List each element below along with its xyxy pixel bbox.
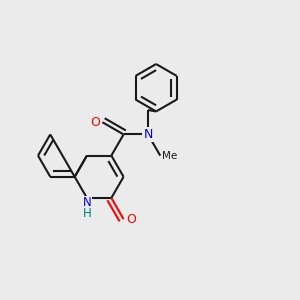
Text: H: H [82,207,91,220]
Text: N: N [82,196,91,209]
Text: Me: Me [162,151,177,161]
Text: N: N [143,128,153,141]
Text: O: O [126,213,136,226]
Text: O: O [90,116,100,129]
